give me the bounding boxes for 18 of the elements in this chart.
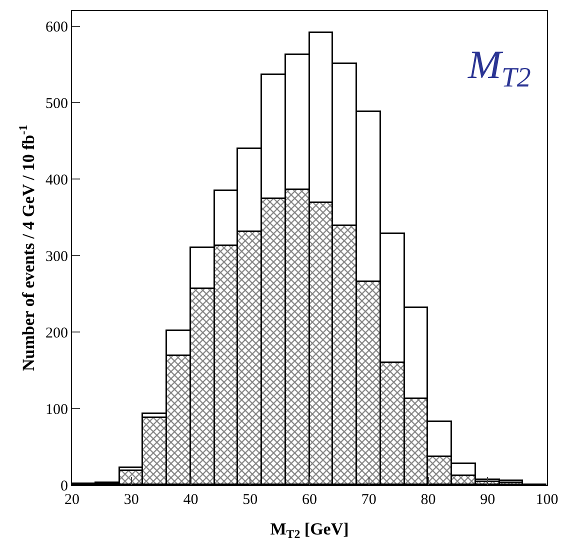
x-tick-label: 40 <box>183 492 198 508</box>
y-tick-label: 100 <box>46 402 68 418</box>
y-tick-label: 400 <box>46 172 68 188</box>
x-tick-label: 80 <box>420 492 436 508</box>
x-tick-label: 20 <box>64 492 80 508</box>
y-tick-label: 500 <box>46 96 68 112</box>
y-tick-label: 600 <box>46 20 68 36</box>
x-tick-label: 30 <box>124 492 139 508</box>
y-tick-label: 200 <box>46 325 68 342</box>
x-axis-title: M$_{T2}$ [GeV] <box>270 519 349 541</box>
x-tick-label: 50 <box>242 492 258 508</box>
x-tick-label: 100 <box>536 492 558 508</box>
y-tick-label: 0 <box>60 478 68 494</box>
x-tick-label: 60 <box>302 492 317 508</box>
annotation: M$_{T2}$ <box>467 42 531 94</box>
y-tick-label: 300 <box>46 248 68 265</box>
x-tick-label: 70 <box>361 492 376 508</box>
x-tick-label: 90 <box>480 492 496 508</box>
